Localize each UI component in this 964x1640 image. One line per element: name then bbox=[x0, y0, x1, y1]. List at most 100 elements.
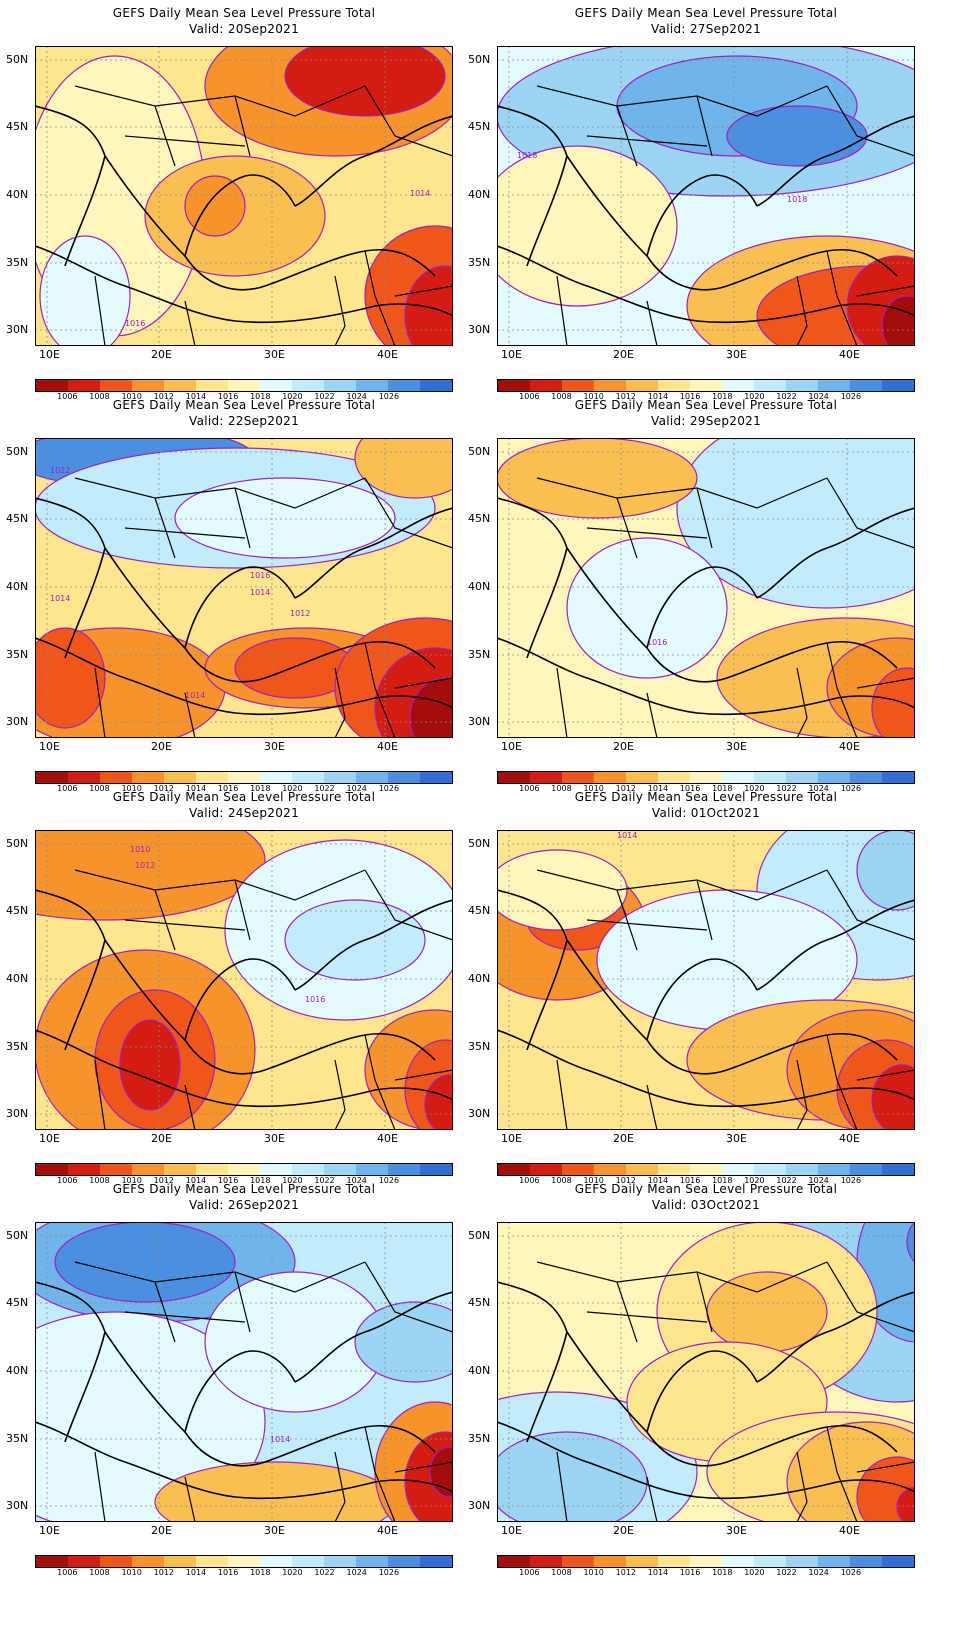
country-borders bbox=[74, 85, 453, 346]
colorbar-swatch bbox=[36, 1556, 68, 1567]
coastline bbox=[497, 889, 915, 1108]
colorbar-swatch bbox=[292, 1556, 324, 1567]
map-border bbox=[497, 438, 915, 738]
colorbar-label: 1022 bbox=[776, 1176, 797, 1185]
pressure-contour-region bbox=[35, 627, 106, 729]
colorbar-swatch bbox=[722, 772, 754, 783]
lon-label: 30E bbox=[264, 348, 285, 361]
lat-label: 35N bbox=[468, 1040, 491, 1053]
colorbar-label: 1022 bbox=[314, 784, 335, 793]
lat-label: 50N bbox=[468, 53, 491, 66]
pressure-map: 1010 1012 1016 bbox=[35, 830, 453, 1130]
colorbar-label: 1020 bbox=[282, 392, 303, 401]
colorbar-swatch bbox=[36, 772, 68, 783]
colorbar-label: 1006 bbox=[57, 1568, 78, 1577]
lat-label: 50N bbox=[6, 445, 29, 458]
colorbar bbox=[35, 1555, 453, 1568]
panel-valid-date: Valid: 03Oct2021 bbox=[651, 1198, 761, 1212]
colorbar-swatch bbox=[356, 1164, 388, 1175]
colorbar-label: 1022 bbox=[776, 392, 797, 401]
lon-label: 40E bbox=[839, 348, 860, 361]
lon-label: 10E bbox=[501, 740, 522, 753]
colorbar-label: 1026 bbox=[840, 1568, 862, 1577]
lon-label: 30E bbox=[726, 348, 747, 361]
colorbar bbox=[497, 1163, 915, 1176]
colorbar-swatch bbox=[882, 772, 914, 783]
colorbar-label: 1012 bbox=[153, 392, 174, 401]
pressure-map: 1022 1016 1014 1014 1012 1014 bbox=[35, 438, 453, 738]
pressure-map: 1014 bbox=[35, 1222, 453, 1522]
panel-title: GEFS Daily Mean Sea Level Pressure Total bbox=[112, 790, 376, 804]
colorbar-swatch bbox=[754, 380, 786, 391]
pressure-map: 1018 1018 bbox=[497, 46, 915, 346]
lon-label: 40E bbox=[377, 1132, 398, 1145]
colorbar-label: 1016 bbox=[679, 1176, 701, 1185]
colorbar-swatch bbox=[530, 1164, 562, 1175]
colorbar-swatch bbox=[260, 1556, 292, 1567]
colorbar-swatch bbox=[626, 772, 658, 783]
map-panel: GEFS Daily Mean Sea Level Pressure Total… bbox=[462, 392, 944, 802]
contour-label: 1010 bbox=[130, 845, 150, 854]
colorbar-swatch bbox=[690, 1164, 722, 1175]
colorbar-label: 1024 bbox=[346, 392, 367, 401]
colorbar-swatch bbox=[562, 772, 594, 783]
coastline bbox=[35, 889, 453, 1108]
colorbar-label: 1018 bbox=[712, 1568, 733, 1577]
colorbar-label: 1026 bbox=[378, 1568, 400, 1577]
colorbar-label: 1010 bbox=[121, 784, 142, 793]
contour-label: 1016 bbox=[125, 319, 145, 328]
colorbar-swatch bbox=[356, 772, 388, 783]
colorbar-swatch bbox=[100, 1164, 132, 1175]
country-borders bbox=[74, 869, 453, 1130]
colorbar-label: 1006 bbox=[519, 1176, 540, 1185]
colorbar-swatch bbox=[420, 1164, 452, 1175]
colorbar-swatch bbox=[36, 1164, 68, 1175]
lat-label: 50N bbox=[6, 837, 29, 850]
colorbar-label: 1024 bbox=[808, 784, 829, 793]
colorbar-swatch bbox=[818, 1556, 850, 1567]
lon-label: 40E bbox=[839, 1524, 860, 1537]
lon-label: 30E bbox=[726, 1524, 747, 1537]
colorbar-swatch bbox=[562, 1164, 594, 1175]
lon-label: 30E bbox=[264, 1524, 285, 1537]
panel-title: GEFS Daily Mean Sea Level Pressure Total bbox=[574, 790, 838, 804]
map-panel: GEFS Daily Mean Sea Level Pressure Total… bbox=[462, 0, 944, 410]
lon-label: 20E bbox=[613, 348, 634, 361]
colorbar-swatch bbox=[68, 1164, 100, 1175]
pressure-contour-region bbox=[424, 1074, 453, 1130]
colorbar-swatch bbox=[722, 1556, 754, 1567]
colorbar-label: 1010 bbox=[583, 1176, 604, 1185]
pressure-map bbox=[497, 1222, 915, 1522]
colorbar-label: 1006 bbox=[519, 1568, 540, 1577]
colorbar bbox=[35, 379, 453, 392]
map-border bbox=[497, 46, 915, 346]
colorbar-swatch bbox=[498, 380, 530, 391]
colorbar-swatch bbox=[594, 772, 626, 783]
colorbar-swatch bbox=[530, 1556, 562, 1567]
colorbar-label: 1010 bbox=[121, 392, 142, 401]
panel-title: GEFS Daily Mean Sea Level Pressure Total bbox=[574, 6, 838, 20]
colorbar-swatch bbox=[388, 1164, 420, 1175]
lat-label: 35N bbox=[6, 256, 29, 269]
pressure-contour-region bbox=[497, 849, 628, 931]
colorbar-swatch bbox=[356, 1556, 388, 1567]
lat-label: 50N bbox=[468, 445, 491, 458]
pressure-contour-region bbox=[174, 477, 396, 559]
lat-label: 50N bbox=[6, 53, 29, 66]
colorbar-swatch bbox=[722, 1164, 754, 1175]
pressure-contour-region bbox=[39, 235, 131, 346]
lon-label: 10E bbox=[501, 348, 522, 361]
contour-label: 1018 bbox=[787, 195, 807, 204]
map-frame: 1014 bbox=[497, 830, 915, 1130]
pressure-contour-region bbox=[184, 175, 246, 237]
contour-label: 1014 bbox=[410, 189, 430, 198]
panel-title: GEFS Daily Mean Sea Level Pressure Total bbox=[112, 1182, 376, 1196]
colorbar-swatch bbox=[68, 380, 100, 391]
country-borders bbox=[536, 869, 915, 1130]
colorbar-swatch bbox=[100, 772, 132, 783]
lon-label: 20E bbox=[151, 1524, 172, 1537]
colorbar-swatch bbox=[818, 380, 850, 391]
colorbar-swatch bbox=[36, 380, 68, 391]
colorbar-label: 1012 bbox=[615, 1176, 636, 1185]
panel-valid-date: Valid: 20Sep2021 bbox=[189, 22, 299, 36]
